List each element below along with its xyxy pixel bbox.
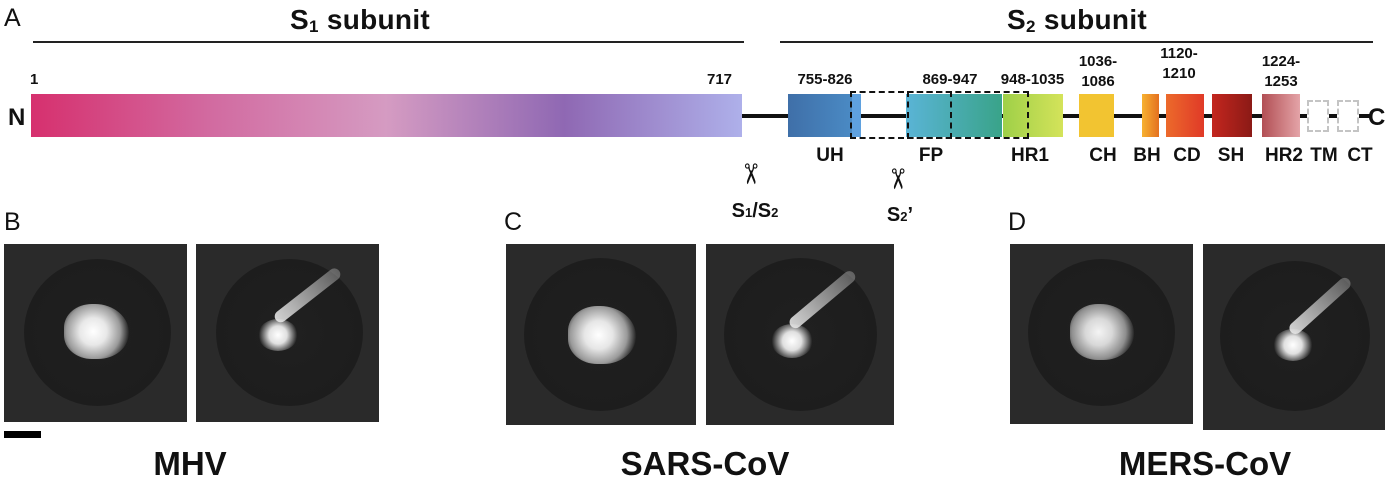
em-class-average-mers-2 (1203, 244, 1385, 430)
domain-label-uh: UH (816, 145, 844, 166)
s1s2-sep: /S (752, 200, 772, 222)
cd-range-label: 1120- 1210 (1160, 45, 1198, 82)
s1s2-cleavage-label: S1/S2 (710, 200, 800, 223)
s1s2-b-sub: 2 (771, 205, 779, 220)
virus-label-mhv: MHV (153, 445, 227, 482)
s2prime-suffix: ’ (907, 204, 914, 226)
bh-domain-block (1142, 94, 1159, 137)
scissors-icon: ✂ (882, 167, 913, 191)
domain-label-fp: FP (918, 145, 944, 166)
s2prime-a-sub: 2 (900, 209, 908, 224)
s1-letter: S (290, 4, 309, 35)
domain-label-cd: CD (1173, 145, 1201, 166)
tm-domain-outline (1307, 100, 1329, 132)
panel-label-a: A (4, 4, 21, 32)
em-class-average-sars-1 (506, 244, 696, 425)
panel-label-b: B (4, 208, 21, 236)
em-class-average-mhv-2 (196, 244, 379, 422)
n-terminus-label: N (8, 104, 26, 131)
s1-end-residue: 717 (707, 71, 733, 88)
s2-letter: S (1007, 4, 1026, 35)
fp-range-label: 869-947 (922, 71, 978, 88)
s1s2-a: S (731, 200, 745, 222)
domain-label-sh: SH (1217, 145, 1245, 166)
domain-label-ch: CH (1089, 145, 1117, 166)
em-particle-density (771, 324, 813, 358)
s1-subunit-title: S1 subunit (290, 4, 430, 37)
s2-sub: 2 (1025, 17, 1036, 36)
s1-sub: 1 (308, 17, 319, 36)
s1-bracket-line (33, 41, 744, 43)
sh-domain-block (1212, 94, 1252, 137)
virus-label-sars-cov: SARS-CoV (620, 445, 790, 482)
ch-range-label: 1036- 1086 (1078, 53, 1118, 90)
em-particle-density (64, 304, 129, 359)
virus-label-mers-cov: MERS-CoV (1118, 445, 1292, 482)
s2prime-cleavage-label: S2’ (870, 204, 930, 227)
uh-range-label: 755-826 (797, 71, 853, 88)
s2-bracket-line (780, 41, 1373, 43)
s2prime-a: S (886, 204, 901, 226)
hr1-range-label: 948-1035 (1000, 71, 1065, 88)
em-particle-density (258, 319, 298, 351)
fp-domain-block (906, 94, 1002, 137)
hr2-domain-block (1262, 94, 1300, 137)
s1s2-a-sub: 1 (744, 205, 753, 220)
fp-hr1-dashed-box (907, 91, 1029, 139)
s1-domain-bar (31, 94, 742, 137)
domain-label-bh: BH (1133, 145, 1161, 166)
cd-domain-block (1166, 94, 1204, 137)
domain-label-tm: TM (1310, 145, 1338, 166)
em-particle-density (568, 306, 636, 364)
s2-subunit-title: S2 subunit (1007, 4, 1147, 37)
domain-label-hr1: HR1 (1010, 145, 1049, 166)
scissors-icon: ✂ (735, 162, 766, 186)
s1-start-residue: 1 (30, 71, 39, 88)
hr1-domain-block (1003, 94, 1063, 137)
em-particle-density (1273, 329, 1313, 361)
ct-domain-outline (1337, 100, 1359, 132)
domain-label-hr2: HR2 (1264, 145, 1303, 166)
em-particle-density (1070, 304, 1134, 360)
domain-label-ct: CT (1347, 145, 1373, 166)
uh-fp-dashed-box (850, 91, 952, 139)
ch-domain-block (1079, 94, 1114, 137)
panel-label-d: D (1008, 208, 1027, 236)
em-class-average-sars-2 (706, 244, 894, 425)
em-class-average-mers-1 (1010, 244, 1193, 424)
uh-domain-tip (852, 94, 861, 137)
hr2-range-label: 1224- 1253 (1261, 53, 1301, 90)
c-terminus-label: C (1368, 104, 1386, 131)
em-class-average-mhv-1 (4, 244, 187, 422)
s1-rest: subunit (318, 4, 431, 35)
uh-domain-block (788, 94, 852, 137)
s2-rest: subunit (1035, 4, 1148, 35)
panel-label-c: C (504, 208, 523, 236)
scale-bar (4, 431, 41, 438)
